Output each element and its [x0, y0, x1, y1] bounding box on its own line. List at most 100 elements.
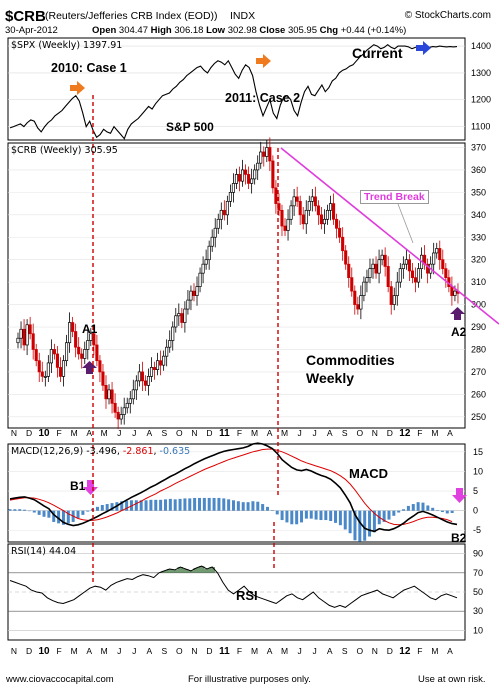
x-axis-label: A	[327, 428, 333, 438]
low-value: 302.98	[227, 25, 257, 36]
crb-candle	[231, 183, 235, 193]
annotation-rsi: RSI	[236, 588, 258, 603]
crb-y-tick: 290	[471, 322, 486, 332]
macd-histogram-bar	[76, 510, 80, 519]
crb-candle	[77, 346, 81, 355]
macd-histogram-bar	[397, 510, 401, 513]
crb-candle	[156, 360, 160, 371]
macd-histogram-bar	[222, 498, 226, 511]
macd-histogram-bar	[134, 500, 138, 511]
high-label: High	[150, 25, 172, 36]
macd-histogram-bar	[66, 510, 70, 524]
annotation-a1: A1	[82, 322, 98, 336]
macd-histogram-bar	[416, 502, 420, 511]
macd-histogram-bar	[275, 510, 279, 515]
crb-candle	[368, 268, 372, 278]
rsi-y-tick: 30	[473, 606, 483, 616]
crb-candle	[341, 236, 345, 252]
index-name: (Reuters/Jefferies CRB Index (EOD))	[45, 10, 218, 22]
crb-candle	[389, 286, 393, 305]
x-axis-label: M	[431, 646, 438, 656]
crb-candle	[353, 290, 357, 305]
macd-histogram-bar	[8, 509, 12, 511]
x-axis-label: M	[251, 646, 258, 656]
crb-candle	[444, 268, 448, 278]
x-axis-label: D	[206, 646, 212, 656]
x-axis-label: D	[387, 428, 393, 438]
symbol: $CRB	[5, 8, 46, 25]
watermark: © StockCharts.com	[404, 10, 491, 21]
x-axis-label: A	[146, 428, 152, 438]
crb-candle	[274, 187, 278, 204]
arrow-b2	[452, 488, 467, 503]
macd-histogram-bar	[363, 510, 367, 541]
crb-candle	[177, 313, 181, 317]
macd-histogram-bar	[314, 510, 318, 520]
x-axis-label: N	[372, 428, 378, 438]
macd-histogram-bar	[348, 510, 352, 534]
crb-candle	[347, 263, 351, 278]
crb-candle	[174, 315, 178, 328]
crb-candle	[435, 248, 439, 254]
crb-y-tick: 350	[471, 187, 486, 197]
x-axis-label: N	[372, 646, 378, 656]
crb-candle	[240, 169, 245, 182]
annotation-macd: MACD	[349, 466, 388, 481]
macd-histogram-bar	[353, 510, 357, 541]
crb-candle	[101, 371, 105, 386]
macd-histogram-bar	[236, 501, 240, 511]
x-axis-label: N	[191, 428, 197, 438]
macd-histogram-bar	[202, 497, 206, 511]
crb-candle	[198, 272, 202, 287]
x-axis-label: O	[176, 428, 183, 438]
crb-candle	[128, 398, 132, 404]
x-axis-label: J	[117, 428, 121, 438]
macd-histogram-bar	[188, 498, 192, 511]
crb-candle	[19, 328, 23, 339]
crb-candle	[328, 203, 333, 211]
crb-candle	[225, 200, 229, 216]
macd-y-tick: 10	[473, 466, 483, 476]
crb-candle	[80, 353, 84, 359]
macd-histogram-bar	[13, 509, 17, 511]
macd-histogram-bar	[402, 509, 406, 511]
x-axis-label: 12	[399, 428, 411, 439]
crb-candle	[295, 196, 299, 202]
open-value: 304.47	[118, 25, 148, 36]
crb-candle	[310, 196, 314, 202]
crb-candle	[395, 281, 399, 296]
x-axis-label: J	[298, 428, 302, 438]
macd-histogram-bar	[52, 510, 56, 522]
panel-frame-macd	[7, 443, 466, 543]
histogram-value: -0.635	[159, 446, 191, 457]
footer-center: For illustrative purposes only.	[188, 674, 311, 685]
crb-candle	[332, 203, 336, 220]
crb-candle	[95, 344, 99, 362]
macd-histogram-bar	[285, 510, 289, 523]
crb-candle	[453, 290, 457, 296]
crb-candle	[365, 277, 369, 283]
crb-candle	[247, 174, 251, 184]
crb-y-tick: 370	[471, 142, 486, 152]
x-axis-label: M	[431, 428, 438, 438]
macd-histogram-bar	[125, 500, 129, 511]
crb-candle	[34, 349, 38, 362]
x-axis-label: J	[298, 646, 302, 656]
crb-candle	[46, 362, 50, 377]
x-axis-label: A	[447, 428, 453, 438]
macd-histogram-bar	[266, 506, 270, 511]
trendline	[280, 147, 499, 325]
arrow-case1	[70, 81, 85, 95]
macd-histogram-bar	[163, 499, 167, 511]
crb-candle	[438, 248, 442, 261]
crb-candle	[237, 174, 242, 182]
macd-histogram-bar	[149, 499, 153, 511]
close-label: Close	[259, 25, 286, 36]
macd-histogram-bar	[338, 510, 342, 526]
macd-histogram-bar	[426, 505, 430, 511]
crb-candle	[168, 340, 172, 348]
crb-candle	[441, 259, 445, 270]
arrow-a2	[450, 307, 465, 320]
macd-signal-line	[9, 448, 453, 526]
crb-candle	[392, 295, 396, 305]
